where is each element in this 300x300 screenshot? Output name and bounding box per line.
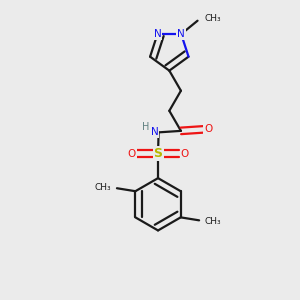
Text: CH₃: CH₃	[205, 14, 222, 23]
Text: O: O	[128, 149, 136, 159]
Text: S: S	[154, 147, 163, 160]
Text: CH₃: CH₃	[205, 217, 221, 226]
Text: O: O	[204, 124, 212, 134]
Text: N: N	[154, 29, 161, 39]
Text: N: N	[177, 29, 185, 39]
Text: H: H	[142, 122, 149, 132]
Text: CH₃: CH₃	[95, 183, 112, 192]
Text: N: N	[151, 127, 158, 137]
Text: O: O	[180, 149, 189, 159]
